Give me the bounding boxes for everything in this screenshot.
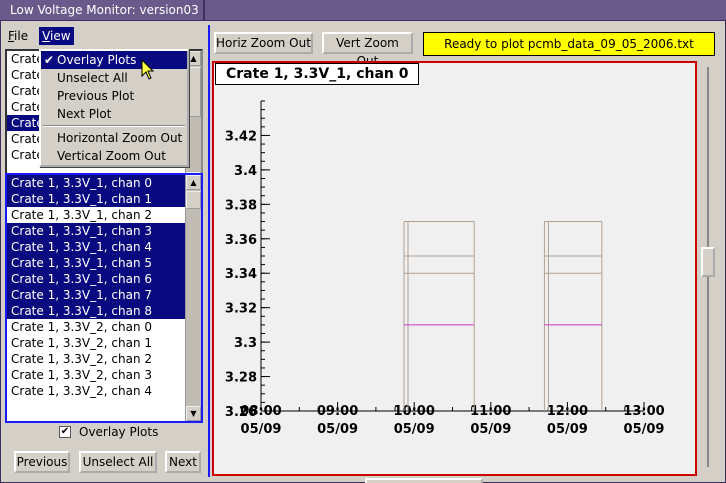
x-tick-date: 05/09: [547, 422, 588, 437]
overlay-plots-label: Overlay Plots: [79, 425, 159, 439]
next-button[interactable]: Next: [165, 451, 201, 473]
horizontal-slider[interactable]: [215, 478, 691, 483]
list-item[interactable]: Crate 1, 3.3V_1, chan 2: [11, 208, 152, 222]
x-tick-date: 05/09: [470, 422, 511, 437]
list-item[interactable]: Crate 1, 3.3V_2, chan 3: [11, 368, 152, 382]
x-tick-label: 09:00: [317, 404, 358, 419]
list-item[interactable]: Crate: [11, 52, 44, 66]
list-item[interactable]: Crate 1, 3.3V_2, chan 4: [11, 384, 152, 398]
status-message: Ready to plot pcmb_data_09_05_2006.txt: [423, 32, 715, 56]
y-tick-label: 3.38: [225, 198, 257, 213]
list-item[interactable]: Crate 1, 3.3V_1, chan 5: [7, 255, 201, 271]
overlay-plots-checkbox-row[interactable]: ✔ Overlay Plots: [59, 425, 158, 439]
checkmark-icon: ✔: [44, 53, 55, 67]
list-item[interactable]: Crate 1, 3.3V_2, chan 0: [11, 320, 152, 334]
list-item[interactable]: Crate 1, 3.3V_1, chan 4: [7, 239, 201, 255]
list-item[interactable]: Crate 1, 3.3V_1, chan 6: [7, 271, 201, 287]
x-tick-date: 05/09: [241, 422, 282, 437]
menu-item-previous-plot[interactable]: Previous Plot: [57, 89, 135, 103]
menu-view[interactable]: View: [39, 27, 74, 45]
menu-item-unselect-all[interactable]: Unselect All: [57, 71, 128, 85]
menu-file[interactable]: File: [8, 29, 29, 43]
list-item[interactable]: Crate 1, 3.3V_1, chan 8: [7, 303, 201, 319]
list-item[interactable]: Crate: [11, 132, 44, 146]
chart-svg: 3.26 3.28 3.3 3.32 3.34 3.36 3.38 3.4 3.42 08:00 0…: [225, 100, 665, 437]
y-tick-label: 3.26: [225, 405, 257, 420]
y-tick-label: 3.32: [225, 302, 257, 317]
main-window: File View Crate Crate Crate Crate Crate Crate…: [0, 20, 726, 483]
horiz-zoom-out-button[interactable]: Horiz Zoom Out: [214, 32, 313, 54]
title-strip: [205, 0, 726, 20]
scroll-down-icon[interactable]: ▼: [186, 406, 201, 421]
y-tick-label: 3.4: [234, 164, 257, 179]
previous-button[interactable]: Previous: [14, 451, 70, 473]
menu-separator: [43, 125, 185, 127]
overlay-plots-checkbox[interactable]: ✔: [59, 426, 71, 438]
plot-canvas[interactable]: 3.26 3.28 3.3 3.32 3.34 3.36 3.38 3.4 3.42 08:00 0…: [212, 61, 697, 476]
x-tick-label: 12:00: [547, 404, 588, 419]
menu-item-next-plot[interactable]: Next Plot: [57, 107, 112, 121]
x-tick-label: 08:00: [240, 404, 281, 419]
y-tick-label: 3.42: [225, 129, 257, 144]
vert-zoom-out-button[interactable]: Vert Zoom Out: [322, 32, 413, 68]
y-tick-label: 3.28: [225, 371, 257, 386]
list-item[interactable]: Crate: [11, 148, 44, 162]
slider-thumb[interactable]: [365, 478, 483, 483]
unselect-all-button[interactable]: Unselect All: [79, 451, 157, 473]
list-item[interactable]: Crate: [11, 100, 44, 114]
x-tick-date: 05/09: [394, 422, 435, 437]
list-item[interactable]: Crate 1, 3.3V_1, chan 1: [7, 191, 201, 207]
x-tick-label: 11:00: [470, 404, 511, 419]
menubar: File View: [5, 27, 74, 45]
slider-thumb[interactable]: [701, 247, 715, 277]
channel-list-scrollbar[interactable]: ▲ ▼: [185, 175, 201, 421]
x-tick-label: 10:00: [394, 404, 435, 419]
list-item[interactable]: Crate: [11, 84, 44, 98]
x-tick-date: 05/09: [317, 422, 358, 437]
list-item[interactable]: Crate 1, 3.3V_2, chan 2: [11, 352, 152, 366]
vertical-slider[interactable]: [701, 63, 715, 473]
view-menu-dropdown: ✔ Overlay Plots Unselect All Previous Pl…: [39, 49, 189, 167]
plot-title: Crate 1, 3.3V_1, chan 0: [215, 63, 419, 85]
x-tick-label: 13:00: [623, 404, 664, 419]
panel-divider: [208, 25, 210, 477]
y-tick-label: 3.34: [225, 267, 257, 282]
checkmark-icon: ✔: [60, 426, 70, 437]
menu-item-horizontal-zoom-out[interactable]: Horizontal Zoom Out: [57, 131, 183, 145]
list-item[interactable]: Crate 1, 3.3V_1, chan 3: [7, 223, 201, 239]
mouse-pointer-icon: [141, 59, 155, 80]
menu-item-overlay-plots[interactable]: ✔ Overlay Plots: [41, 51, 187, 69]
list-item[interactable]: Crate 1, 3.3V_2, chan 1: [11, 336, 152, 350]
list-item[interactable]: Crate 1, 3.3V_1, chan 7: [7, 287, 201, 303]
scroll-up-icon[interactable]: ▲: [186, 175, 201, 190]
y-tick-label: 3.3: [234, 336, 257, 351]
list-item[interactable]: Crate: [11, 68, 44, 82]
list-item[interactable]: Crate 1, 3.3V_1, chan 0: [7, 175, 201, 191]
menu-item-vertical-zoom-out[interactable]: Vertical Zoom Out: [57, 149, 166, 163]
window-title: Low Voltage Monitor: version03: [0, 0, 205, 20]
x-tick-date: 05/09: [624, 422, 665, 437]
y-tick-label: 3.36: [225, 233, 257, 248]
scroll-thumb[interactable]: [186, 191, 201, 209]
channel-list[interactable]: Crate 1, 3.3V_1, chan 0 Crate 1, 3.3V_1, …: [5, 173, 203, 423]
